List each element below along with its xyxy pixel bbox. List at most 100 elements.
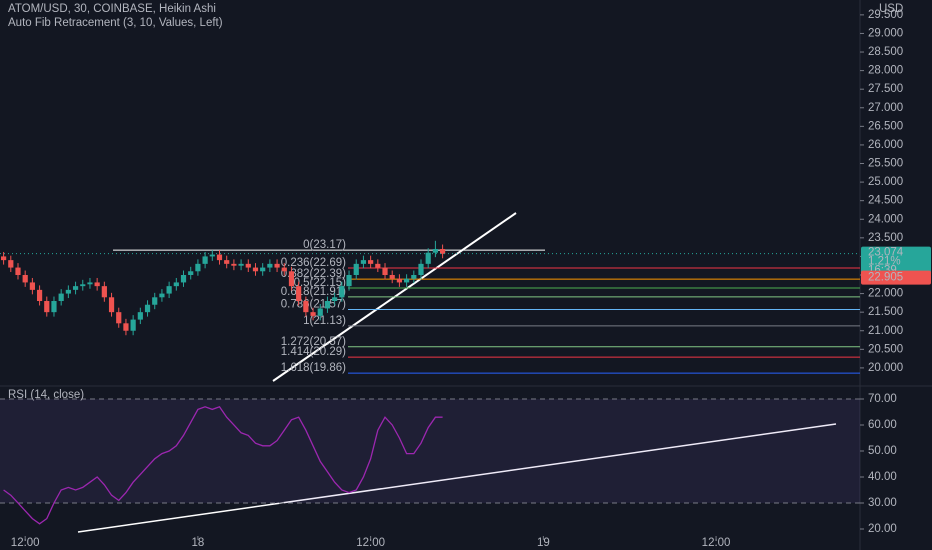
y-tick-label: 20.00 (868, 523, 897, 535)
y-tick-label: 29.000 (868, 27, 903, 39)
candle-body (159, 293, 165, 298)
candle-body (0, 256, 7, 261)
y-tick-label: 21.000 (868, 325, 903, 337)
y-tick-label: 24.000 (868, 213, 903, 225)
symbol-title: ATOM/USD, 30, COINBASE, Heikin Ashi (8, 3, 216, 15)
fib-label: 1(21.13) (303, 315, 346, 327)
candle-body (375, 263, 381, 268)
y-tick-label: 27.000 (868, 102, 903, 114)
y-tick-label: 28.500 (868, 46, 903, 58)
candle-body (439, 248, 446, 254)
candle-body (202, 256, 208, 264)
fib-label: 0.618(21.91) (281, 286, 346, 298)
candle-body (231, 263, 237, 266)
candle-body (180, 275, 187, 283)
candle-body (15, 267, 21, 275)
rsi-band (0, 398, 860, 503)
candle-body (310, 312, 316, 316)
candle-body (260, 267, 266, 272)
candle-body (396, 278, 403, 283)
candle-body (144, 304, 151, 313)
fib-label: 1.272(20.57) (281, 336, 346, 348)
candle-body (432, 248, 438, 253)
fib-label: 1.414(20.29) (281, 346, 346, 358)
candle-body (368, 260, 374, 264)
y-tick-label: 29.500 (868, 9, 903, 21)
y-tick-label: 30.00 (868, 497, 897, 509)
rsi-title: RSI (14, close) (8, 389, 84, 401)
fib-label: 0.382(22.39) (281, 268, 346, 280)
x-tick-label: 19 (537, 537, 550, 549)
change-label: 1.21% (868, 256, 901, 268)
candle-body (188, 271, 194, 275)
candle-body (224, 260, 230, 264)
candle-body (411, 275, 417, 279)
candle-body (252, 267, 259, 272)
candle-body (116, 312, 122, 324)
y-tick-label: 70.00 (868, 393, 897, 405)
candle-body (137, 312, 143, 320)
candle-body (44, 301, 50, 313)
candle-body (404, 278, 410, 283)
candle-body (166, 286, 172, 294)
y-tick-label: 23.500 (868, 232, 903, 244)
candle-body (353, 263, 359, 275)
last-price-badge (861, 246, 931, 277)
last-price-label: 23.074 (868, 247, 904, 259)
fib-label: 0.236(22.69) (281, 257, 346, 269)
y-tick-label: 28.000 (868, 65, 903, 77)
candle-body (216, 254, 223, 261)
candle-body (108, 297, 115, 313)
y-tick-label: 27.500 (868, 83, 903, 95)
candle-body (80, 284, 86, 287)
y-tick-label: 26.500 (868, 120, 903, 132)
candle-body (29, 282, 35, 290)
y-tick-label: 25.500 (868, 158, 903, 170)
candle-body (36, 289, 43, 302)
candle-body (245, 263, 251, 268)
candle-body (339, 286, 345, 298)
candle-body (94, 282, 100, 287)
candle-body (123, 323, 129, 331)
candle-body (346, 275, 352, 287)
candle-body (238, 263, 244, 266)
candle-body (267, 263, 273, 268)
x-tick-label: 12:00 (356, 537, 385, 549)
y-tick-label: 50.00 (868, 445, 897, 457)
fib-label: 1.618(19.86) (281, 362, 346, 374)
x-tick-label: 18 (192, 537, 205, 549)
candle-body (360, 260, 367, 264)
currency-label[interactable]: USD (879, 3, 903, 15)
candle-body (332, 297, 338, 302)
candle-body (173, 282, 179, 287)
candle-body (87, 282, 93, 285)
candle-body (418, 263, 424, 275)
y-tick-label: 20.000 (868, 362, 903, 374)
candle-body (303, 301, 309, 313)
prev-price-badge (861, 270, 931, 285)
candle-body (281, 267, 287, 272)
y-tick-label: 40.00 (868, 471, 897, 483)
y-tick-label: 22.000 (868, 288, 903, 300)
y-tick-label: 60.00 (868, 419, 897, 431)
candle-body (209, 254, 215, 257)
indicator-title: Auto Fib Retracement (3, 10, Values, Lef… (8, 17, 223, 29)
y-tick-label: 20.500 (868, 343, 903, 355)
candle-body (389, 275, 395, 279)
x-tick-label: 12:00 (11, 537, 40, 549)
candle-body (382, 267, 388, 275)
rsi-trend-line (77, 423, 837, 533)
candle-body (72, 286, 79, 290)
candle-body (130, 319, 136, 331)
y-tick-label: 25.000 (868, 176, 903, 188)
y-tick-label: 26.000 (868, 139, 903, 151)
fib-label: 0.5(22.15) (294, 277, 347, 289)
y-tick-label: 21.500 (868, 306, 903, 318)
y-tick-label: 24.500 (868, 195, 903, 207)
candle-body (195, 263, 201, 272)
rsi-line (3, 406, 443, 525)
candle-body (58, 293, 64, 302)
candle-body (274, 263, 280, 268)
